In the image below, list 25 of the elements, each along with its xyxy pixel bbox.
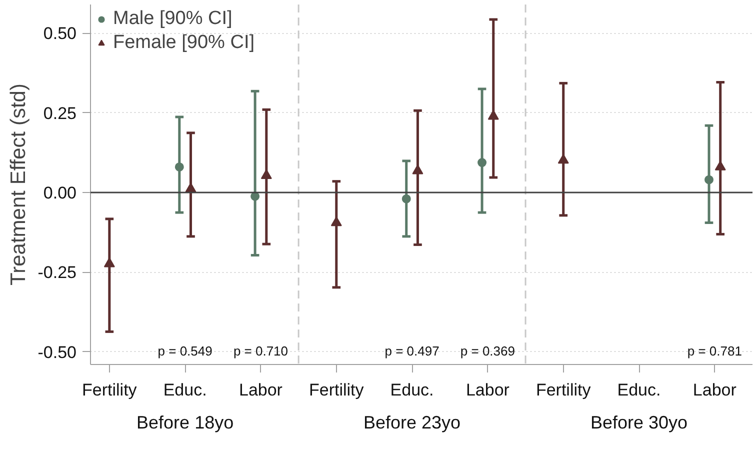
annotation: p = 0.781 <box>687 344 742 358</box>
y-tick-label: -0.50 <box>38 342 76 362</box>
legend-label: Female [90% CI] <box>113 32 254 54</box>
x-tick-label: Educ. <box>617 380 661 400</box>
x-tick-label: Fertility <box>308 380 364 400</box>
text: Before 18yo <box>136 412 234 432</box>
annotation: p = 0.549 <box>158 344 212 358</box>
legend-label: Male [90% CI] <box>113 8 232 30</box>
x-tick-label: Labor <box>692 380 737 400</box>
y-tick-label: 0.50 <box>43 24 77 44</box>
x-tick-label: Educ. <box>390 380 434 400</box>
text: Before 30yo <box>590 412 688 432</box>
x-tick-label: Educ. <box>163 380 207 400</box>
annotation: p = 0.710 <box>233 344 288 358</box>
y-tick-label: 0.00 <box>43 183 77 202</box>
x-tick-label: Fertility <box>82 380 138 400</box>
text: Before 23yo <box>364 412 461 432</box>
y-axis-title: Treatment Effect (std) <box>6 84 30 286</box>
y-tick-label: 0.25 <box>43 104 77 123</box>
x-tick-label: Labor <box>466 380 510 400</box>
y-tick-label: -0.25 <box>38 263 76 282</box>
annotation: p = 0.497 <box>384 344 440 358</box>
x-tick-label: Labor <box>238 380 283 400</box>
x-tick-label: Fertility <box>536 380 592 400</box>
annotation: p = 0.369 <box>460 344 515 358</box>
